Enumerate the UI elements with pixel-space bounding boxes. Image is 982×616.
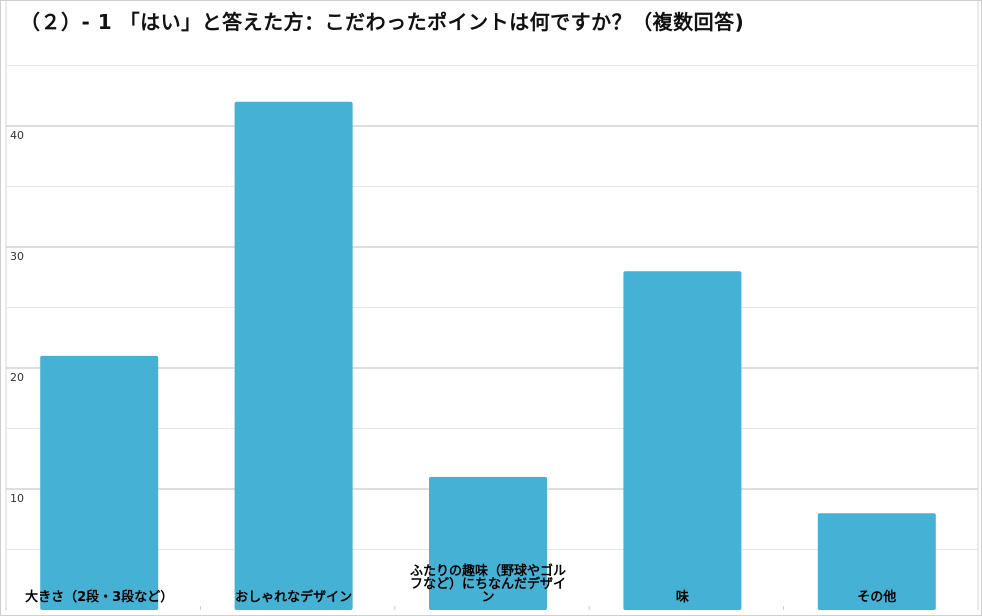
y-tick-label: 10 — [10, 492, 24, 505]
bar-1 — [40, 355, 159, 610]
category-label: フなど）にちなんだデザイ — [410, 576, 566, 592]
y-tick-label: 30 — [10, 250, 24, 263]
bar-4 — [623, 271, 742, 610]
bar-3 — [429, 476, 547, 610]
chart-title: （２）- 1 「はい」と答えた方：こだわったポイントは何ですか？（複数回答) — [20, 10, 745, 34]
category-label: ン — [481, 590, 494, 605]
category-label: 味 — [676, 589, 689, 605]
bar-5 — [817, 513, 936, 610]
bar-2 — [234, 101, 353, 611]
category-label: その他 — [857, 589, 896, 605]
y-tick-label: 40 — [10, 129, 24, 142]
y-tick-label: 20 — [10, 371, 24, 384]
category-label: ふたりの趣味（野球やゴル — [410, 563, 566, 579]
category-label: 大きさ（2段・3段など） — [25, 589, 173, 605]
category-label: おしゃれなデザイン — [235, 589, 352, 605]
